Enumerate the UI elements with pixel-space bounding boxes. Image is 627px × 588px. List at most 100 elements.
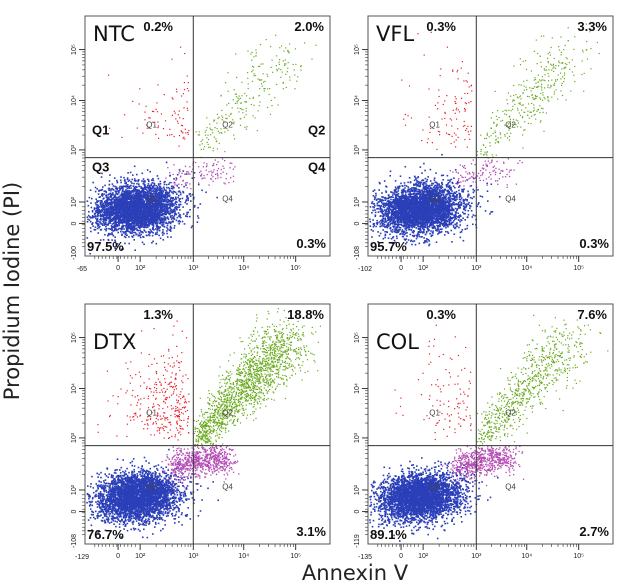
event-dot: [110, 189, 112, 192]
event-dot: [255, 49, 257, 51]
event-dot: [131, 228, 134, 231]
event-dot: [267, 88, 269, 90]
event-dot: [165, 193, 167, 196]
event-dot: [166, 226, 168, 229]
event-dot: [160, 207, 163, 210]
event-dot: [122, 248, 124, 250]
event-dot: [124, 217, 127, 219]
event-dot: [421, 172, 423, 174]
event-dot: [221, 115, 223, 117]
event-dot: [135, 186, 137, 188]
event-dot: [136, 203, 139, 206]
event-dot: [153, 229, 155, 231]
event-dot: [164, 120, 167, 122]
event-dot: [110, 227, 113, 230]
event-dot: [129, 171, 132, 174]
event-dot: [134, 188, 137, 191]
event-dot: [98, 223, 100, 225]
event-dot: [130, 210, 133, 212]
event-dot: [119, 227, 122, 230]
event-dot: [131, 197, 133, 199]
event-dot: [111, 203, 113, 206]
event-dot: [180, 130, 182, 132]
event-dot: [247, 87, 249, 90]
event-dot: [148, 211, 151, 213]
event-dot: [174, 207, 177, 209]
event-dot: [115, 213, 118, 215]
event-dot: [109, 228, 112, 230]
event-dot: [166, 186, 168, 189]
event-dot: [162, 190, 164, 192]
event-dot: [107, 223, 110, 225]
event-dot: [283, 50, 285, 52]
event-dot: [178, 135, 181, 137]
event-dot: [173, 135, 175, 138]
event-dot: [259, 88, 261, 90]
event-dot: [101, 201, 103, 203]
event-dot: [118, 222, 120, 225]
event-dot: [95, 203, 97, 206]
event-dot: [253, 75, 255, 77]
event-dot: [156, 194, 158, 197]
event-dot: [144, 181, 146, 183]
event-dot: [244, 101, 246, 103]
event-dot: [120, 201, 123, 203]
event-dot: [130, 206, 132, 208]
event-dot: [120, 214, 123, 216]
event-dot: [95, 221, 97, 224]
event-dot: [193, 206, 196, 208]
event-dot: [119, 216, 121, 218]
event-dot: [137, 229, 140, 232]
event-dot: [137, 189, 140, 191]
event-dot: [114, 194, 116, 197]
event-dot: [102, 206, 105, 208]
event-dot: [103, 193, 105, 195]
event-dot: [168, 188, 171, 190]
event-dot: [189, 173, 191, 175]
q3-percent: 97.5%: [87, 239, 124, 254]
event-dot: [189, 183, 191, 185]
event-dot: [120, 181, 122, 184]
event-dot: [119, 199, 121, 202]
event-dot: [174, 184, 176, 186]
event-dot: [130, 200, 132, 202]
event-dot: [135, 225, 137, 227]
event-dot: [270, 46, 272, 48]
event-dot: [147, 193, 150, 195]
event-dot: [90, 216, 93, 219]
event-dot: [139, 196, 142, 198]
event-dot: [185, 200, 187, 202]
event-dot: [168, 202, 170, 204]
event-dot: [168, 221, 170, 224]
event-dot: [173, 110, 175, 112]
event-dot: [156, 175, 159, 177]
event-dot: [461, 229, 464, 231]
event-dot: [108, 189, 110, 192]
event-dot: [105, 203, 107, 205]
event-dot: [184, 128, 186, 130]
event-dot: [228, 182, 230, 184]
event-dot: [114, 185, 116, 188]
event-dot: [150, 192, 152, 194]
event-dot: [293, 69, 295, 71]
event-dot: [149, 185, 151, 188]
quadrant-label-q2: Q2: [308, 123, 325, 138]
event-dot: [442, 174, 445, 177]
event-dot: [99, 189, 102, 192]
event-dot: [124, 236, 127, 239]
event-dot: [170, 212, 172, 214]
event-dot: [145, 105, 147, 107]
event-dot: [277, 104, 279, 106]
event-dot: [152, 212, 154, 215]
event-dot: [294, 74, 296, 76]
event-dot: [182, 213, 185, 215]
event-dot: [285, 73, 287, 75]
event-dot: [284, 59, 286, 61]
event-dot: [369, 220, 372, 223]
event-dot: [138, 197, 141, 200]
event-dot: [120, 197, 122, 200]
event-dot: [163, 209, 166, 212]
event-dot: [88, 210, 90, 213]
event-dot: [165, 189, 167, 192]
